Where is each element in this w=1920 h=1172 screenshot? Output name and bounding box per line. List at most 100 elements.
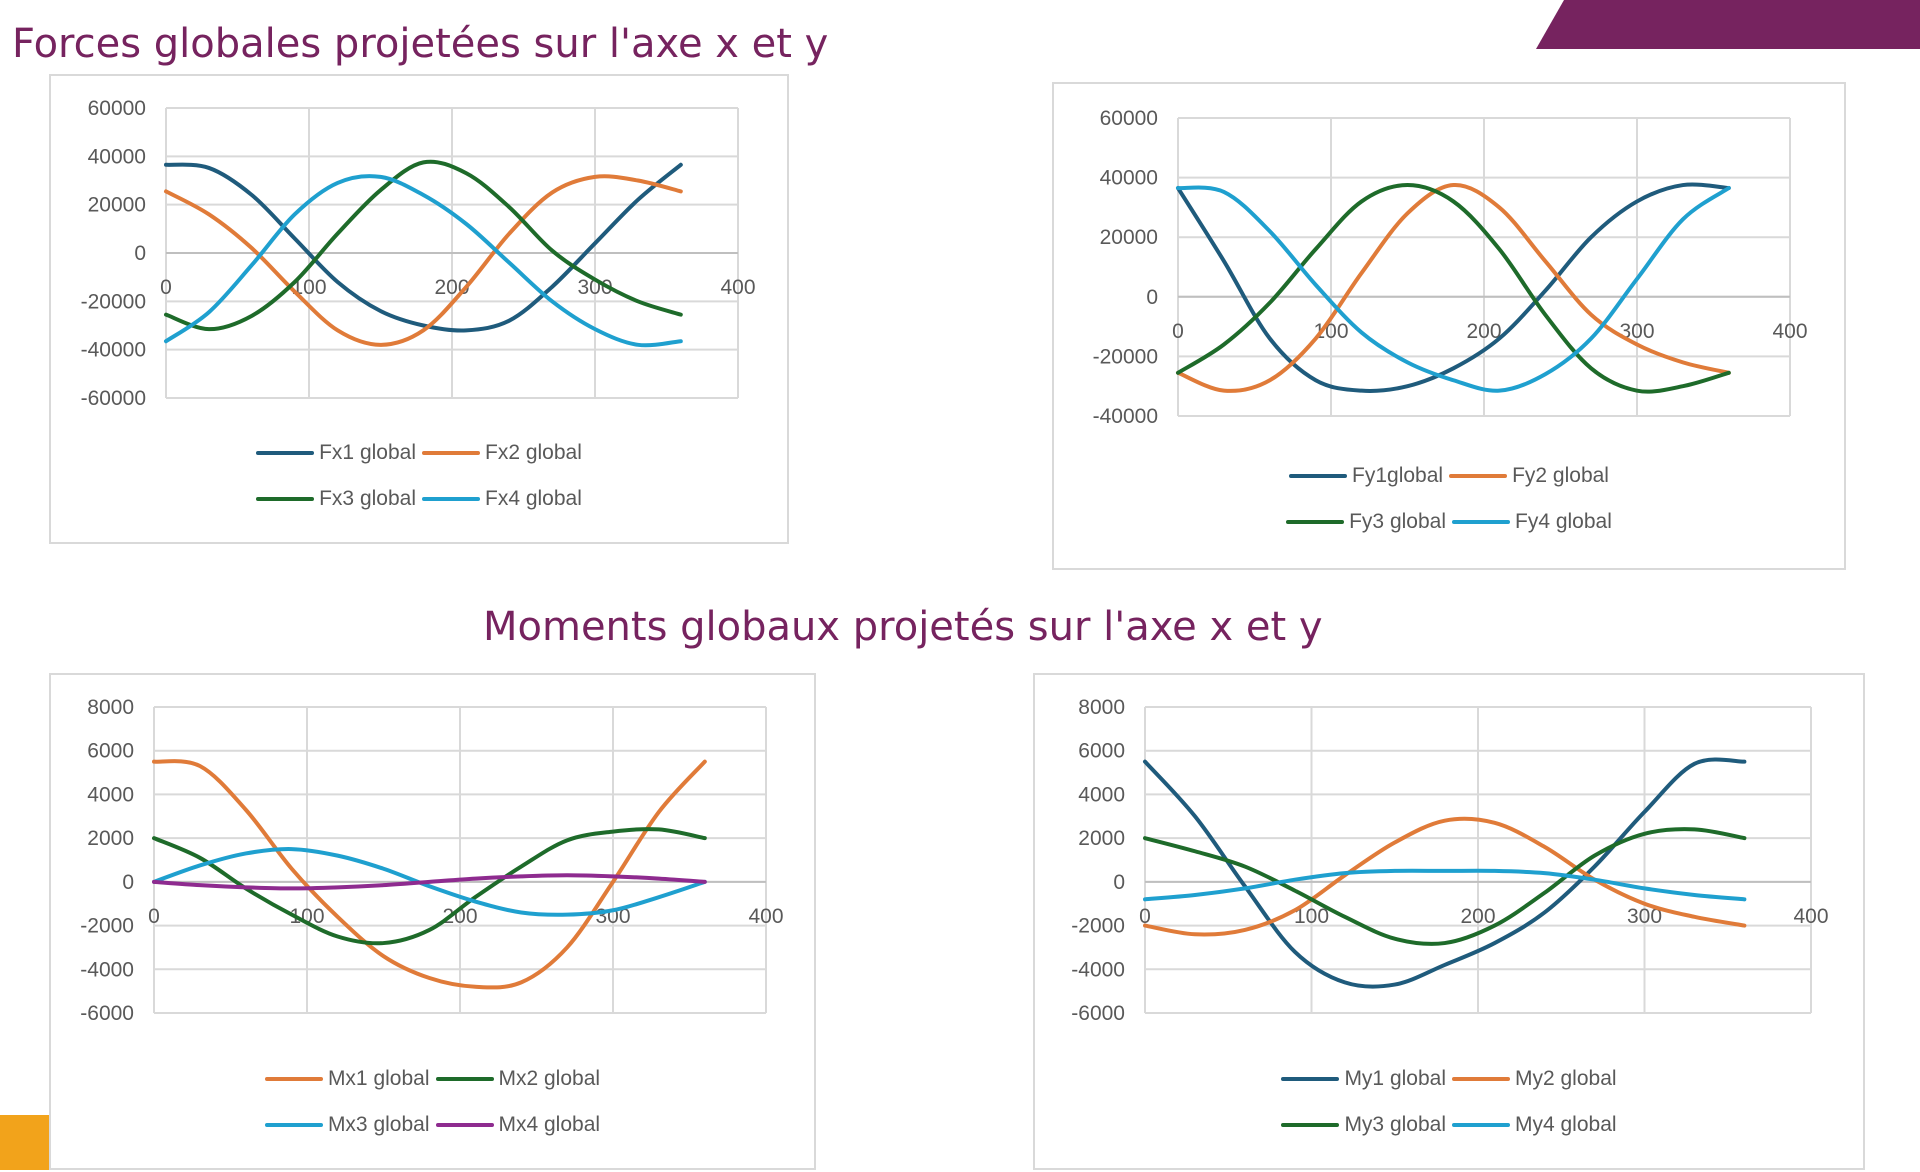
x-tick-label: 0 xyxy=(1139,905,1151,928)
y-tick-label: 6000 xyxy=(1078,740,1125,763)
legend-label: Fx3 global xyxy=(319,487,416,510)
series-line-1 xyxy=(1176,182,1731,393)
legend-entry: Mx3 global xyxy=(264,1113,430,1137)
legend-swatch xyxy=(1281,1123,1340,1127)
chart-legend: My1 global My2 global My3 global My4 global xyxy=(1035,1067,1863,1137)
legend-swatch xyxy=(1286,520,1345,524)
y-tick-label: 0 xyxy=(1113,871,1125,894)
chart-mx: 8000 6000 4000 2000 0 -2000 -4000 -6000 0 100 200 3… xyxy=(49,673,816,1170)
y-tick-label: 2000 xyxy=(1078,827,1125,850)
x-tick-label: 200 xyxy=(1466,320,1501,343)
y-tick-label: 4000 xyxy=(1078,783,1125,806)
legend-label: Fx1 global xyxy=(319,441,416,464)
legend-entry: My4 global xyxy=(1452,1113,1617,1137)
y-tick-label: -4000 xyxy=(1071,958,1125,981)
x-tick-label: 400 xyxy=(748,905,783,928)
y-tick-label: 20000 xyxy=(1100,226,1158,249)
legend-swatch xyxy=(435,1123,494,1127)
chart-my: 8000 6000 4000 2000 0 -2000 -4000 -6000 0 100 200 3… xyxy=(1033,673,1865,1170)
y-tick-label: 60000 xyxy=(88,97,146,120)
legend-swatch xyxy=(422,451,480,455)
y-tick-label: -2000 xyxy=(80,915,134,938)
legend-entry: My2 global xyxy=(1452,1067,1617,1091)
legend-entry: Fx4 global xyxy=(422,487,582,511)
series-line-1 xyxy=(164,162,683,333)
legend-entry: Fy4 global xyxy=(1452,510,1612,534)
y-tick-label: 0 xyxy=(122,871,134,894)
y-tick-label: 0 xyxy=(1146,286,1158,309)
legend-swatch xyxy=(1452,1123,1510,1127)
legend-label: My3 global xyxy=(1344,1113,1446,1136)
legend-row: Fy1global Fy2 global xyxy=(1289,464,1609,488)
series-line-3 xyxy=(1176,183,1731,394)
legend-entry: Mx1 global xyxy=(264,1067,430,1091)
legend-row: Fy3 global Fy4 global xyxy=(1286,510,1612,534)
series-line-4 xyxy=(152,873,707,891)
legend-label: Mx3 global xyxy=(327,1113,430,1136)
y-tick-label: -20000 xyxy=(1093,345,1158,368)
legend-label: Fy2 global xyxy=(1512,464,1609,487)
series-line-1 xyxy=(1143,757,1747,989)
legend-entry: Mx4 global xyxy=(435,1113,601,1137)
y-tick-label: 60000 xyxy=(1100,107,1158,130)
legend-swatch xyxy=(264,1123,323,1127)
legend-entry: Fx1 global xyxy=(256,441,416,465)
y-tick-label: -60000 xyxy=(81,387,146,410)
chart-svg: 60000 40000 20000 0 -20000 -40000 0 100 200 300 40… xyxy=(1093,107,1808,428)
chart-fx: 60000 40000 20000 0 -20000 -40000 -60000 0 100 20… xyxy=(49,74,789,544)
series-line-3 xyxy=(164,159,683,332)
legend-row: My1 global My2 global xyxy=(1281,1067,1617,1091)
legend-entry: My1 global xyxy=(1281,1067,1446,1091)
legend-row: My3 global My4 global xyxy=(1281,1113,1617,1137)
y-tick-label: 20000 xyxy=(88,194,146,217)
legend-entry: My3 global xyxy=(1281,1113,1446,1137)
legend-label: My2 global xyxy=(1515,1067,1617,1090)
series-line-3 xyxy=(1143,827,1747,946)
legend-swatch xyxy=(256,451,315,455)
legend-entry: Fy2 global xyxy=(1449,464,1609,488)
legend-label: Fx4 global xyxy=(485,487,582,510)
y-tick-label: 2000 xyxy=(87,827,134,850)
legend-swatch xyxy=(1452,520,1510,524)
y-tick-label: 0 xyxy=(134,242,146,265)
corner-accent xyxy=(0,1115,49,1170)
x-tick-label: 300 xyxy=(1627,905,1662,928)
legend-label: Mx2 global xyxy=(498,1067,601,1090)
legend-row: Fx1 global Fx2 global xyxy=(256,441,582,465)
legend-swatch xyxy=(1449,474,1508,478)
legend-row: Mx1 global Mx2 global xyxy=(264,1067,601,1091)
x-tick-label: 0 xyxy=(160,276,172,299)
legend-row: Fx3 global Fx4 global xyxy=(256,487,582,511)
x-tick-label: 0 xyxy=(148,905,160,928)
y-tick-label: 40000 xyxy=(88,145,146,168)
legend-entry: Fx3 global xyxy=(256,487,416,511)
legend-label: My1 global xyxy=(1344,1067,1446,1090)
y-tick-label: -2000 xyxy=(1071,915,1125,938)
y-tick-label: -20000 xyxy=(81,290,146,313)
y-tick-label: -40000 xyxy=(81,339,146,362)
x-tick-label: 300 xyxy=(577,276,612,299)
legend-swatch xyxy=(264,1077,323,1081)
x-tick-label: 400 xyxy=(720,276,755,299)
legend-label: Fy1global xyxy=(1352,464,1444,487)
chart-fy: 60000 40000 20000 0 -20000 -40000 0 100 200 300 40… xyxy=(1052,82,1846,570)
series-line-4 xyxy=(1176,185,1731,393)
legend-row: Mx3 global Mx4 global xyxy=(264,1113,601,1137)
y-tick-label: 40000 xyxy=(1100,167,1158,190)
legend-label: Mx4 global xyxy=(498,1113,601,1136)
legend-label: Fy4 global xyxy=(1515,510,1612,533)
chart-legend: Fx1 global Fx2 global Fx3 global Fx4 global xyxy=(51,441,787,511)
legend-entry: Fy1global xyxy=(1289,464,1443,488)
legend-entry: Fx2 global xyxy=(422,441,582,465)
y-tick-label: -40000 xyxy=(1093,405,1158,428)
x-tick-label: 200 xyxy=(1460,905,1495,928)
legend-swatch xyxy=(256,497,315,501)
x-tick-label: 400 xyxy=(1772,320,1807,343)
x-tick-label: 100 xyxy=(1313,320,1348,343)
series-line-3 xyxy=(152,847,707,917)
chart-legend: Mx1 global Mx2 global Mx3 global Mx4 global xyxy=(51,1067,814,1137)
legend-label: My4 global xyxy=(1515,1113,1617,1136)
